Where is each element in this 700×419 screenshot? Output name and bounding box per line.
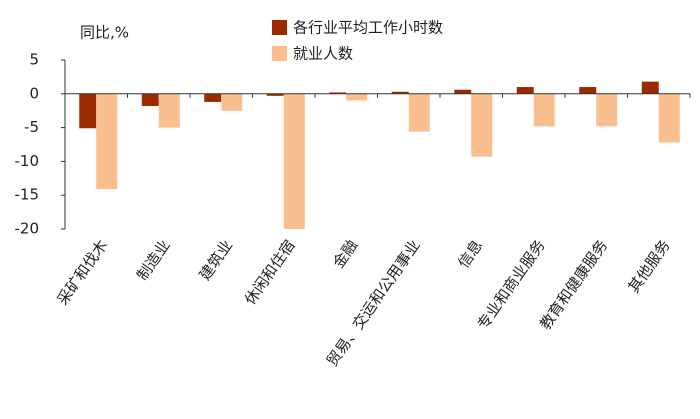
bar (641, 81, 659, 94)
x-tick-label: 专业和商业服务 (474, 237, 549, 333)
y-tick-label: -5 (24, 118, 39, 136)
legend-label: 各行业平均工作小时数 (293, 19, 443, 37)
x-tick-label: 休闲和住宿 (241, 237, 299, 309)
bar (204, 93, 222, 102)
x-tick-label: 其他服务 (625, 237, 674, 296)
bar (329, 92, 347, 94)
bar (658, 93, 680, 143)
bar (516, 87, 534, 94)
legend-label: 就业人数 (293, 45, 353, 63)
y-tick-label: 0 (29, 84, 39, 102)
bar (158, 93, 180, 128)
legend-swatch (272, 20, 287, 35)
x-tick-label: 教育和健康服务 (536, 237, 611, 333)
x-tick-label: 制造业 (133, 237, 174, 284)
bar (79, 93, 97, 129)
y-axis-label: 同比,% (80, 24, 129, 42)
bar (346, 93, 368, 101)
bar (96, 93, 118, 190)
x-tick-label: 金融 (329, 237, 361, 272)
bar (266, 93, 284, 96)
bar (596, 93, 618, 127)
bar (391, 91, 409, 94)
bar (454, 89, 472, 94)
bar (579, 87, 597, 94)
x-tick-label: 建筑业 (196, 237, 237, 284)
y-tick-label: 5 (29, 51, 39, 69)
bar (471, 93, 493, 157)
bar (533, 93, 555, 127)
bar (408, 93, 430, 132)
bar (283, 93, 305, 229)
y-tick-label: -15 (15, 186, 40, 204)
y-tick-label: -10 (15, 152, 40, 170)
bar (141, 93, 159, 106)
legend-swatch (272, 46, 287, 61)
y-tick-label: -20 (15, 220, 40, 238)
x-tick-label: 信息 (454, 237, 486, 272)
x-tick-label: 采矿和伐木 (53, 237, 111, 309)
bar (221, 93, 243, 111)
